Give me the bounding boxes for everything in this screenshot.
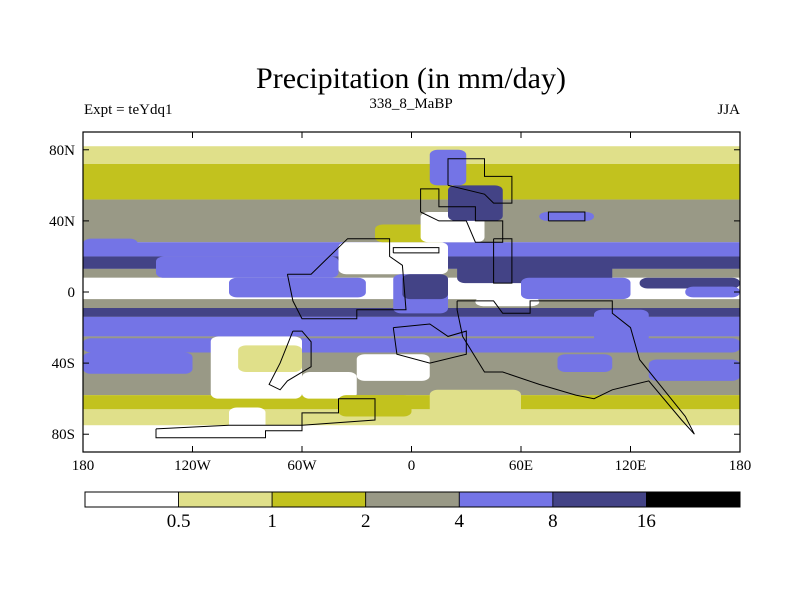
coastline-2 — [268, 330, 312, 391]
precip-cell-14 — [475, 297, 540, 307]
colorbar-label-2: 1 — [267, 511, 277, 532]
precip-cell-3 — [156, 256, 339, 278]
x-tick-label-2: 60W — [287, 458, 317, 474]
precip-cell-20 — [229, 407, 266, 435]
colorbar-box-1 — [178, 491, 273, 508]
x-tick-label-6: 180 — [729, 458, 752, 474]
coastline-9 — [392, 247, 440, 254]
precip-cell-13 — [539, 212, 594, 221]
y-tick-label-3: 40S — [52, 356, 75, 372]
precip-cell-25 — [685, 286, 740, 298]
colorbar-label-3: 2 — [361, 511, 371, 532]
precip-cell-17 — [302, 372, 357, 399]
precip-cell-4 — [229, 277, 366, 298]
y-tick-label-1: 40N — [49, 214, 75, 230]
precipitation-field — [83, 132, 740, 452]
precip-cell-22 — [429, 389, 521, 417]
precip-band-10 — [83, 316, 740, 337]
continent-outlines — [155, 158, 695, 439]
precip-band-2 — [83, 164, 740, 200]
precip-cell-26 — [594, 309, 649, 346]
precip-cell-19 — [238, 345, 302, 372]
precip-cell-23 — [648, 359, 740, 381]
colorbar-box-5 — [552, 491, 647, 508]
y-axis: 80N 40N 0 40S 80S — [49, 143, 740, 443]
season-label: JJA — [717, 102, 740, 118]
x-tick-label-1: 120W — [174, 458, 212, 474]
precip-cell-27 — [557, 354, 613, 372]
colorbar-box-0 — [84, 491, 179, 508]
colorbar: 0.5 1 2 4 8 16 — [84, 491, 741, 532]
colorbar-box-3 — [365, 491, 460, 508]
precip-cell-8 — [402, 274, 448, 300]
x-tick-label-4: 60E — [509, 458, 533, 474]
precip-cell-1 — [83, 352, 193, 374]
precip-band-1 — [83, 146, 740, 164]
x-tick-label-3: 0 — [408, 458, 416, 474]
experiment-label: Expt = teYdq1 — [84, 102, 172, 118]
colorbar-label-6: 16 — [637, 511, 656, 532]
coastline-4 — [420, 188, 504, 243]
coastline-0 — [155, 398, 376, 439]
chart-title: Precipitation (in mm/day) — [256, 62, 566, 95]
coastline-7 — [493, 238, 513, 284]
x-tick-label-0: 180 — [72, 458, 95, 474]
precip-band-13 — [83, 409, 740, 426]
precip-cell-11 — [448, 185, 503, 221]
y-tick-label-2: 0 — [68, 285, 76, 301]
colorbar-frame — [84, 491, 741, 508]
precip-cell-5 — [338, 242, 448, 275]
period-label: 338_8_MaBP — [369, 96, 452, 112]
precip-cell-18 — [356, 354, 430, 381]
colorbar-box-2 — [271, 491, 367, 508]
coastline-1 — [286, 238, 407, 320]
precip-cell-15 — [521, 277, 631, 300]
colorbar-box-6 — [646, 491, 741, 508]
colorbar-label-4: 4 — [455, 511, 465, 532]
y-tick-label-4: 80S — [52, 427, 75, 443]
precip-cell-2 — [83, 238, 138, 250]
precip-band-0 — [83, 132, 740, 147]
precip-cell-24 — [639, 277, 740, 289]
colorbar-box-4 — [458, 491, 554, 508]
coastline-5 — [447, 158, 513, 204]
x-axis: 180 120W 60W 0 60E 120E 180 — [72, 132, 752, 474]
y-tick-label-0: 80N — [49, 143, 75, 159]
precip-cell-12 — [457, 256, 613, 284]
coastline-6 — [456, 300, 695, 435]
colorbar-label-5: 8 — [548, 511, 558, 532]
colorbar-label-1: 0.5 — [167, 511, 191, 532]
x-tick-label-5: 120E — [615, 458, 647, 474]
coastline-8 — [547, 211, 586, 222]
